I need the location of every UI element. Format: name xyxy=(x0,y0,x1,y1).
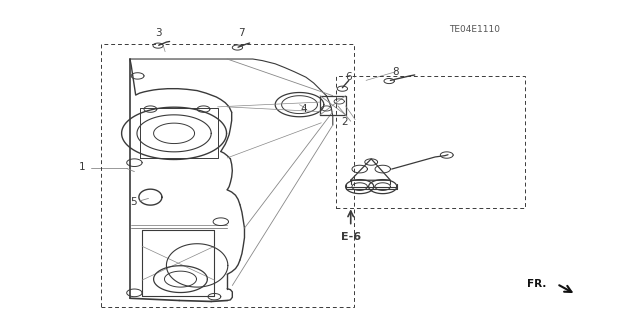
Text: 4: 4 xyxy=(301,104,307,114)
Text: 8: 8 xyxy=(392,67,399,77)
Text: 3: 3 xyxy=(155,28,161,39)
Text: 7: 7 xyxy=(239,28,245,39)
Text: 1: 1 xyxy=(79,162,85,173)
Bar xyxy=(336,76,525,208)
Text: 2: 2 xyxy=(341,117,348,127)
Text: 6: 6 xyxy=(346,72,352,82)
Text: 5: 5 xyxy=(130,197,136,207)
Text: FR.: FR. xyxy=(527,279,547,289)
Bar xyxy=(101,44,354,307)
Text: TE04E1110: TE04E1110 xyxy=(449,25,500,34)
Text: E-6: E-6 xyxy=(340,232,361,242)
